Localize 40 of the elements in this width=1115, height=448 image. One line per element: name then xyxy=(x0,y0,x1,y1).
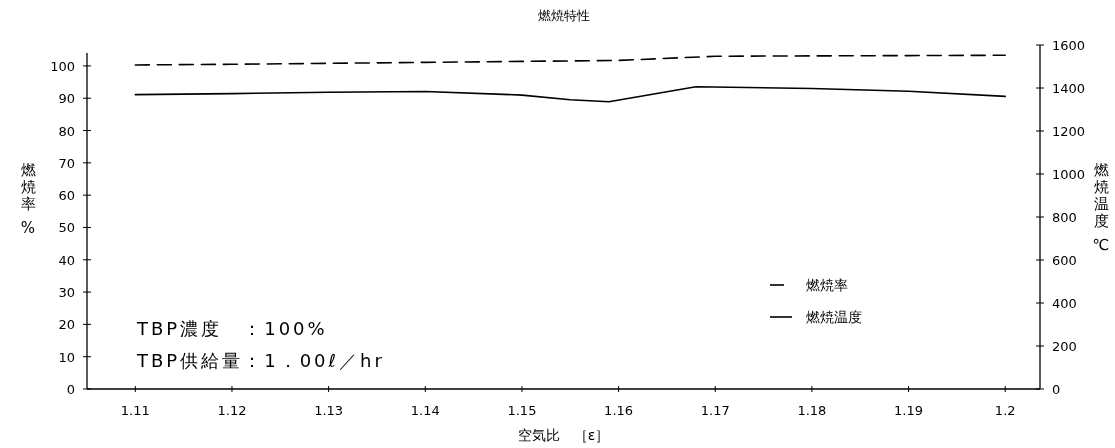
y2-axis-title: 燃焼温度 ℃ xyxy=(1092,161,1110,254)
y-tick-label: 70 xyxy=(58,155,75,171)
y-tick-label: 90 xyxy=(58,91,75,107)
y2-tick-label: 400 xyxy=(1052,296,1077,311)
x-tick-label: 1.15 xyxy=(507,403,537,418)
y-tick-label: 80 xyxy=(58,123,75,139)
y-tick-label: 100 xyxy=(50,58,75,74)
x-tick-label: 1.14 xyxy=(410,403,440,418)
x-tick-label: 1.17 xyxy=(700,403,730,418)
x-tick-label: 1.13 xyxy=(314,403,344,418)
x-tick-label: 1.2 xyxy=(994,403,1016,418)
y-tick-label: 20 xyxy=(58,317,75,333)
y-tick-label: 50 xyxy=(58,220,75,236)
y2-tick-label: 1000 xyxy=(1052,167,1086,182)
y2-tick-label: 200 xyxy=(1052,339,1077,354)
x-tick-label: 1.11 xyxy=(120,403,150,418)
y2-tick-label: 1200 xyxy=(1052,124,1086,139)
x-tick-label: 1.16 xyxy=(604,403,634,418)
line-series xyxy=(134,54,1007,66)
line-series xyxy=(134,85,1007,103)
y2-tick-label: 1600 xyxy=(1052,38,1086,53)
y-tick-label: 10 xyxy=(58,349,75,365)
chart-title: 燃焼特性 xyxy=(537,8,590,23)
annotation: TBP供給量：1．00ℓ／hr xyxy=(136,350,385,371)
x-tick-label: 1.19 xyxy=(894,403,924,418)
x-axis-title: 空気比 ［ε］ xyxy=(517,427,610,443)
x-tick-label: 1.18 xyxy=(797,403,827,418)
y2-tick-label: 0 xyxy=(1052,382,1061,397)
y-tick-label: 30 xyxy=(58,285,75,301)
y-tick-label: 40 xyxy=(58,252,75,268)
y-axis-title: 燃焼率 % xyxy=(20,161,36,237)
legend-label: 燃焼温度 xyxy=(806,309,862,325)
y2-tick-label: 600 xyxy=(1052,253,1077,268)
y-tick-label: 0 xyxy=(66,382,75,397)
y2-tick-label: 800 xyxy=(1052,210,1077,225)
y-tick-label: 60 xyxy=(58,188,75,204)
legend-label: 燃焼率 xyxy=(806,277,848,293)
annotation: TBP濃度 ：100% xyxy=(136,318,328,339)
x-tick-label: 1.12 xyxy=(217,403,247,418)
y2-tick-label: 1400 xyxy=(1052,81,1086,96)
